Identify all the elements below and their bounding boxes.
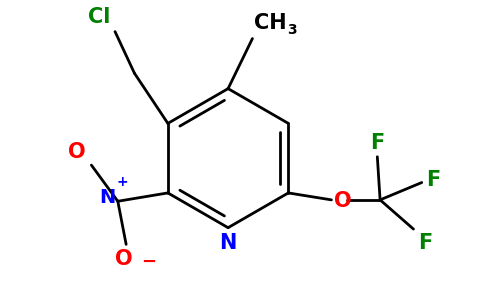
Text: CH: CH — [254, 13, 287, 33]
Text: F: F — [418, 233, 432, 253]
Text: 3: 3 — [287, 23, 297, 37]
Text: O: O — [334, 191, 352, 211]
Text: −: − — [141, 253, 157, 271]
Text: +: + — [116, 175, 128, 189]
Text: Cl: Cl — [89, 8, 111, 27]
Text: O: O — [68, 142, 86, 162]
Text: F: F — [426, 170, 440, 190]
Text: O: O — [115, 248, 132, 268]
Text: N: N — [219, 233, 237, 253]
Text: N: N — [99, 188, 115, 207]
Text: F: F — [370, 133, 384, 153]
